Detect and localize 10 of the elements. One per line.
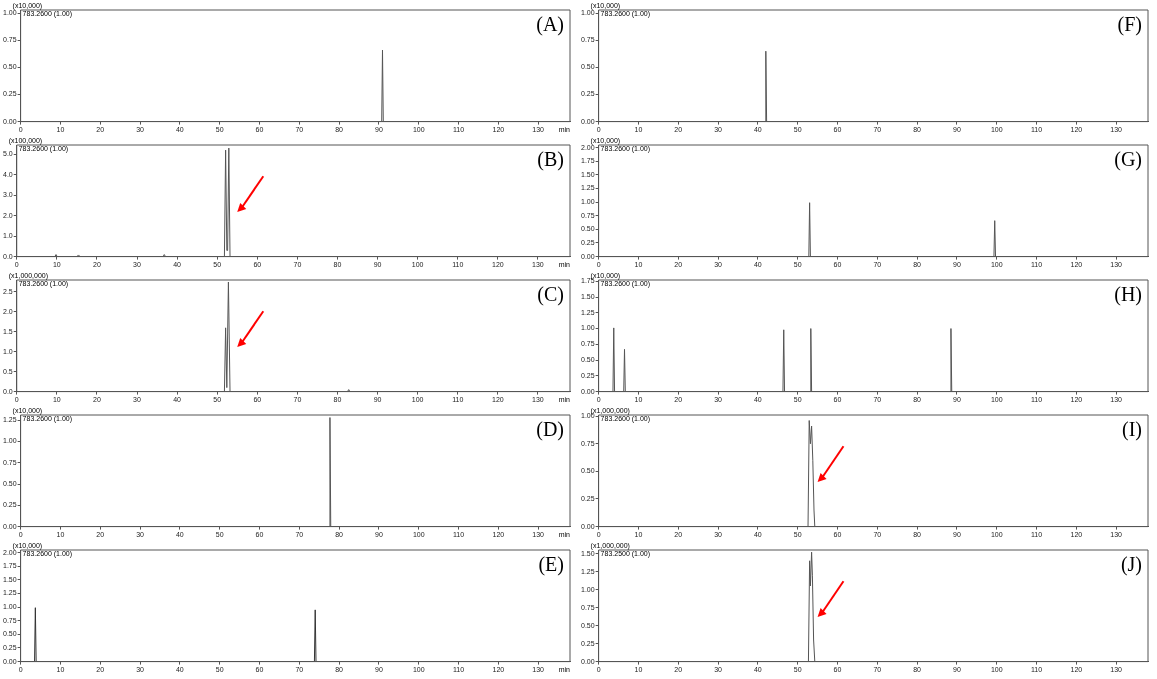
chart-title: (E) bbox=[538, 553, 564, 577]
chart-title: (B) bbox=[537, 148, 564, 172]
chart-title: (D) bbox=[536, 418, 564, 442]
chart-title: (J) bbox=[1120, 553, 1142, 577]
chart-title: (H) bbox=[1114, 283, 1142, 307]
chart-title: (I) bbox=[1122, 418, 1142, 442]
chart-title: (A) bbox=[536, 13, 564, 37]
chart-title: (C) bbox=[537, 283, 564, 307]
chart-title: (G) bbox=[1114, 148, 1142, 172]
chart-title: (F) bbox=[1117, 13, 1142, 37]
